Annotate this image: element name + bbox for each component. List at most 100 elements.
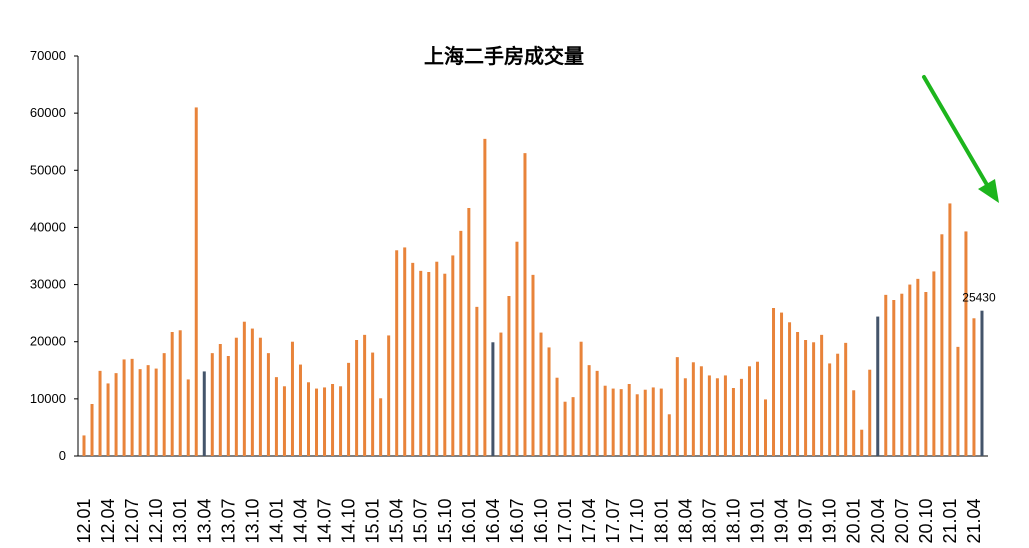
bar-14.11 [355,340,359,456]
x-tick-label: 15.07 [411,498,431,543]
x-tick-label: 17.04 [579,498,599,543]
bar-13.06 [218,344,222,456]
x-tick-label: 14.04 [290,498,310,543]
bar-19.07 [804,340,808,456]
x-tick-label: 12.07 [122,498,142,543]
bar-15.05 [403,247,407,456]
green-arrow-icon [922,75,999,203]
y-axis: 0 10000 20000 30000 40000 50000 60000 70000 [30,48,79,463]
bar-19.10 [828,363,832,456]
bar-14.07 [323,387,327,456]
bar-12.01 [82,435,86,456]
x-tick-label: 14.07 [315,498,335,543]
bar-17.05 [595,370,599,456]
bar-20.08 [908,284,912,456]
chart-title: 上海二手房成交量 [424,44,584,68]
bar-18.12 [747,366,751,456]
x-tick-label: 14.10 [339,498,359,543]
bar-17.08 [619,389,623,456]
bar-20.04 [876,316,880,456]
y-tick-label: 70000 [30,48,66,63]
x-tick-label: 21.01 [940,498,960,543]
bar-20.03 [868,369,872,456]
y-tick-label: 0 [59,448,66,463]
bar-20.07 [900,293,904,456]
bar-15.12 [459,230,463,456]
bar-12.11 [162,353,166,456]
x-tick-label: 13.04 [194,498,214,543]
bar-16.04 [491,342,495,456]
x-tick-label: 20.01 [844,498,864,543]
bar-17.09 [627,384,631,456]
x-axis: 12.01 12.04 12.07 12.10 13.01 13.04 13.07 13.10… [74,455,988,544]
bar-12.02 [90,404,94,456]
bar-17.02 [571,397,575,456]
x-tick-label: 18.10 [723,498,743,543]
bar-14.03 [290,341,294,456]
data-label: 25430 [962,291,996,305]
x-tick-label: 15.04 [387,498,407,543]
bar-17.03 [579,341,583,456]
bar-16.02 [475,306,479,456]
bar-16.01 [467,208,471,456]
x-tick-label: 12.01 [74,498,94,543]
x-tick-label: 17.01 [555,498,575,543]
bar-12.08 [138,369,142,456]
bar-19.05 [788,322,792,456]
x-tick-label: 17.07 [603,498,623,543]
bar-13.10 [250,328,254,456]
bar-13.01 [178,330,182,456]
bar-15.10 [443,273,447,456]
x-tick-label: 16.10 [531,498,551,543]
bar-18.03 [675,357,679,456]
bar-13.05 [210,353,214,456]
bar-18.05 [691,362,695,456]
bars [82,107,984,457]
bar-15.07 [419,270,423,456]
x-tick-label: 20.07 [892,498,912,543]
bar-13.03 [194,107,198,457]
bar-19.09 [820,334,824,456]
bar-15.06 [411,262,415,456]
bar-15.04 [395,250,399,456]
bar-14.09 [339,386,343,456]
bar-17.06 [603,385,607,456]
y-tick-label: 60000 [30,105,66,120]
y-tick-label: 20000 [30,334,66,349]
bar-21.01 [948,203,952,456]
bar-14.10 [347,362,351,456]
bar-18.01 [659,388,663,456]
x-tick-label: 13.01 [170,498,190,543]
bar-15.03 [387,335,391,456]
bar-21.02 [956,346,960,456]
x-tick-label: 19.01 [747,498,767,543]
bar-16.07 [515,241,519,456]
bar-14.04 [298,364,302,456]
bar-20.05 [884,294,888,456]
data-labels: 25430 [962,291,996,305]
bar-13.04 [202,371,206,456]
bar-12.06 [122,359,126,456]
bar-16.10 [539,332,543,456]
bar-12.05 [114,373,118,456]
bar-18.10 [731,388,735,456]
x-tick-label: 17.10 [627,498,647,543]
bar-18.04 [683,378,687,456]
bar-13.02 [186,379,190,456]
x-tick-label: 18.07 [699,498,719,543]
y-tick-label: 30000 [30,277,66,292]
x-tick-label: 15.10 [435,498,455,543]
bar-12.07 [130,358,134,456]
bar-16.08 [523,153,527,456]
bar-20.12 [940,234,944,456]
bar-14.01 [274,377,278,456]
bar-15.11 [451,255,455,456]
x-tick-label: 12.04 [98,498,118,543]
bar-15.08 [427,272,431,456]
bar-16.11 [547,347,551,456]
bar-17.01 [563,401,567,456]
bar-13.07 [226,356,230,456]
bar-13.11 [258,337,262,456]
x-tick-label: 18.04 [675,498,695,543]
bar-12.10 [154,368,158,456]
